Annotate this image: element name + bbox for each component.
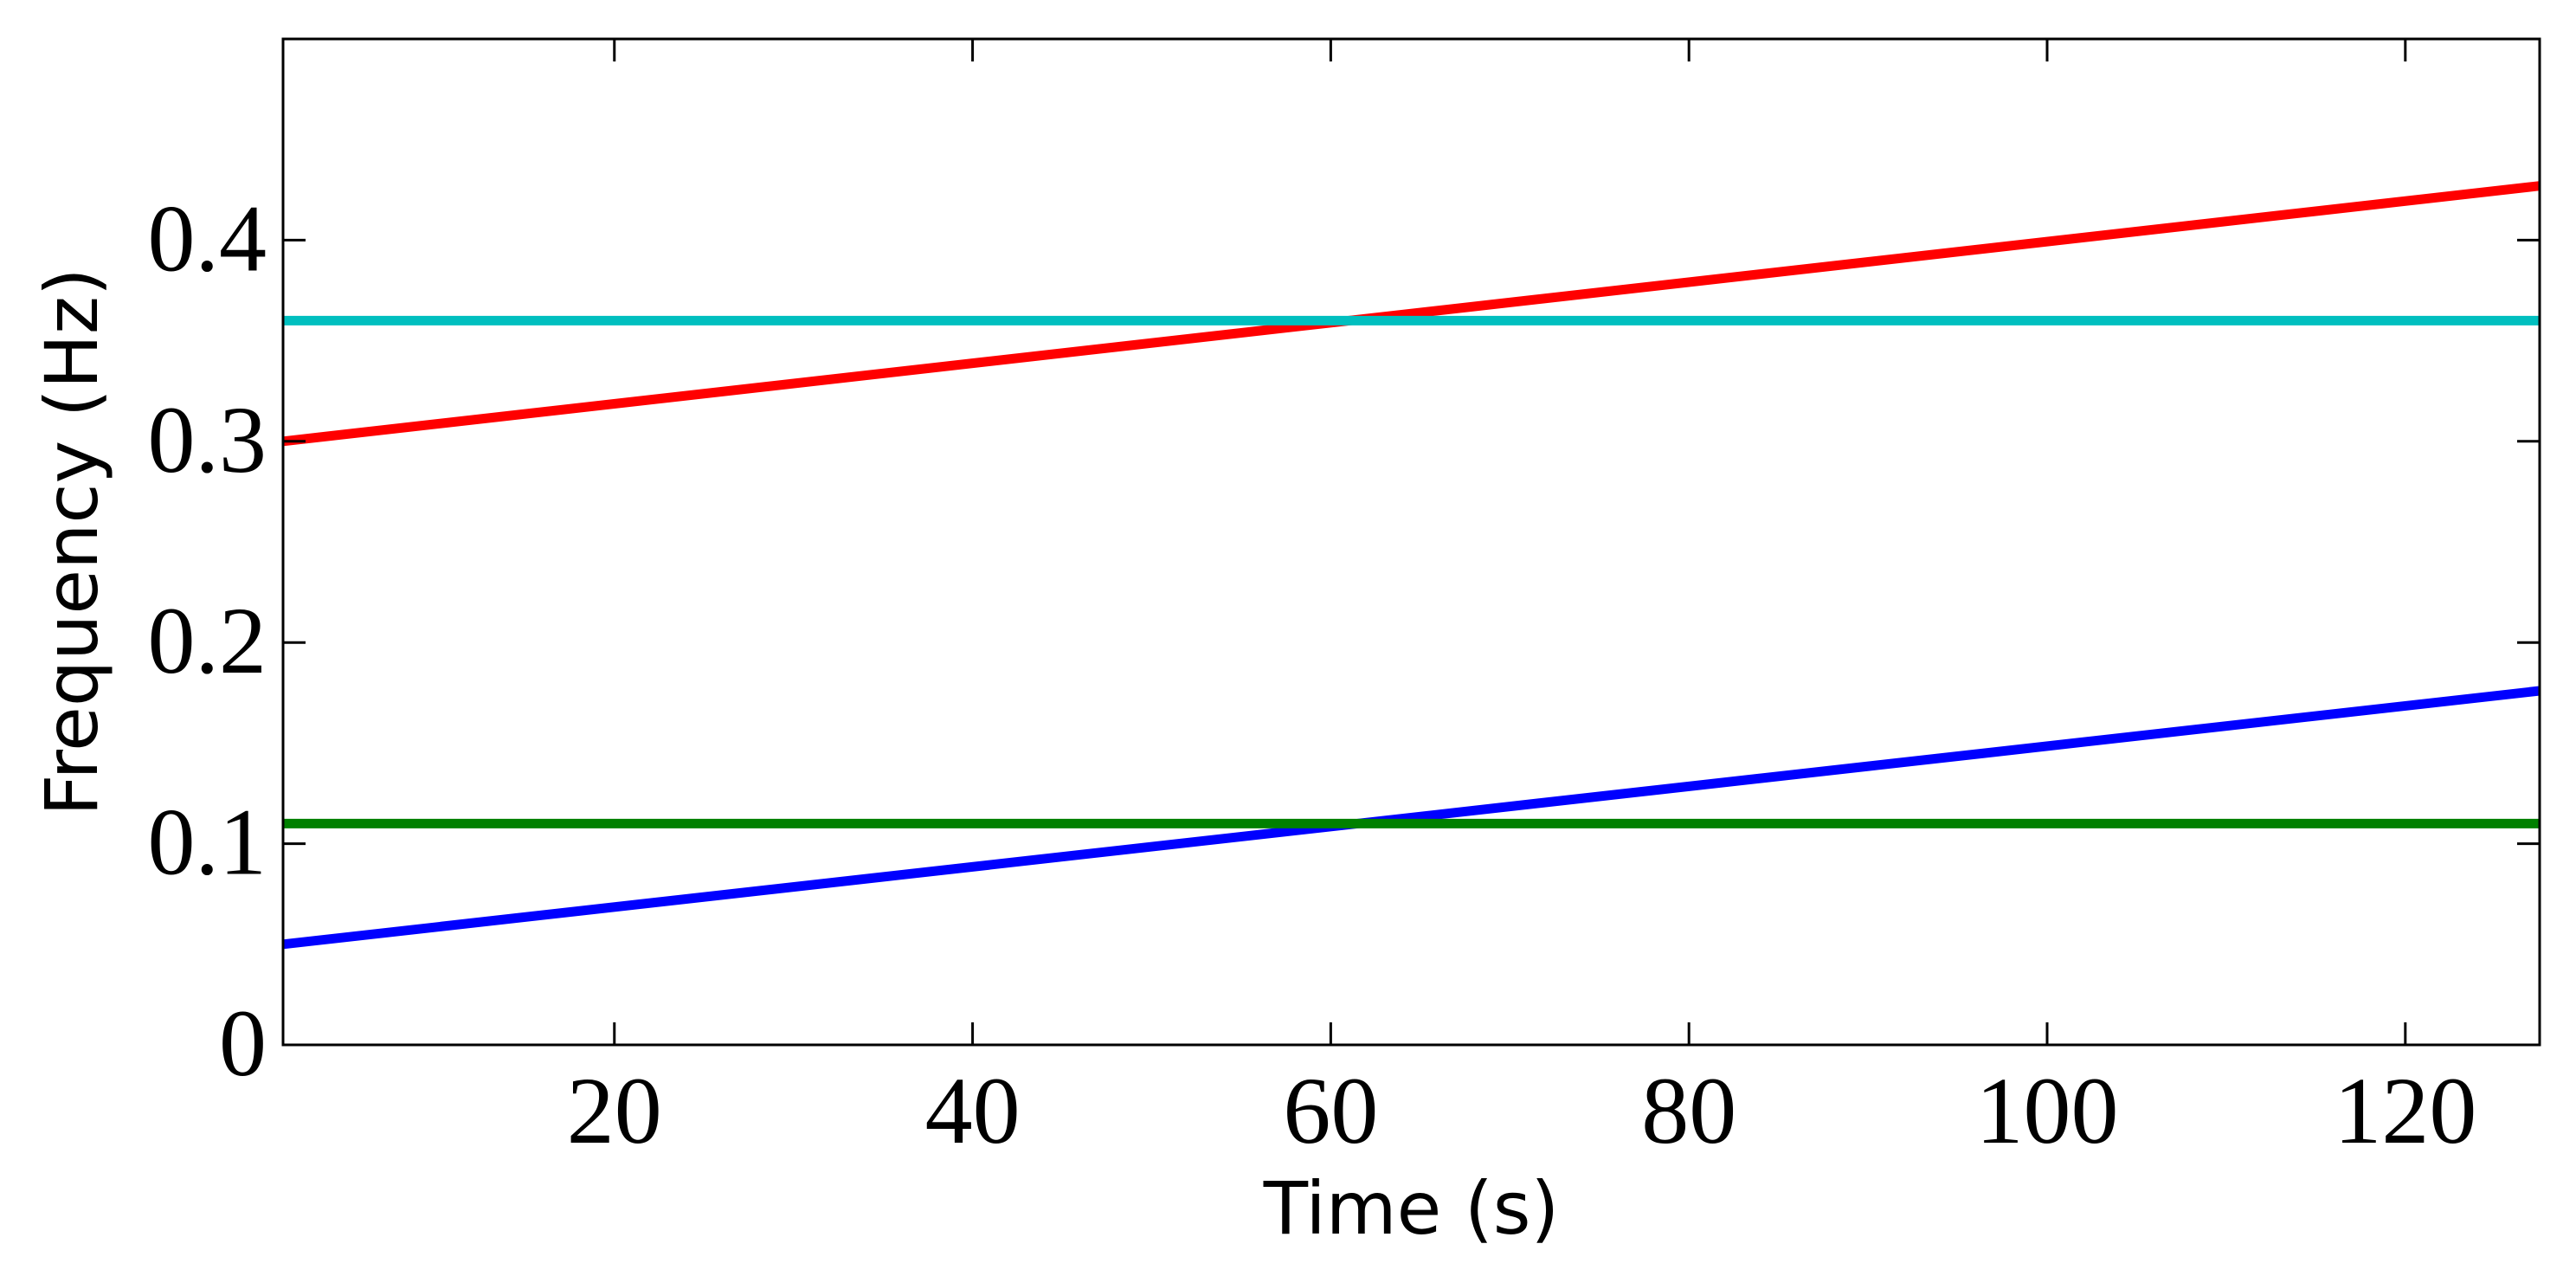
series-line-blue	[282, 686, 2541, 950]
y-tick-label: 0.4	[148, 185, 267, 291]
series-layer	[282, 181, 2541, 950]
y-tick-label: 0	[219, 990, 267, 1096]
axes-layer: 20 40 60 80 100 120 0 0.1 0.2 0.3 0.4	[148, 37, 2541, 1163]
x-tick-label: 20	[567, 1058, 662, 1163]
x-tick-label: 120	[2334, 1058, 2476, 1163]
x-tick-label: 100	[1976, 1058, 2119, 1163]
y-tick-label: 0.2	[148, 588, 267, 693]
series-line-red	[282, 181, 2541, 447]
x-axis-label: Time (s)	[1263, 1166, 1560, 1251]
labels-layer: Time (s) Frequency (Hz)	[29, 267, 1559, 1251]
y-tick-label: 0.3	[148, 387, 267, 493]
plot-frame	[281, 37, 2541, 1047]
x-tick-label: 40	[925, 1058, 1021, 1163]
y-tick-label: 0.1	[148, 789, 267, 895]
x-tick-label: 60	[1283, 1058, 1378, 1163]
y-axis-label: Frequency (Hz)	[29, 267, 114, 815]
x-tick-label: 80	[1641, 1058, 1736, 1163]
